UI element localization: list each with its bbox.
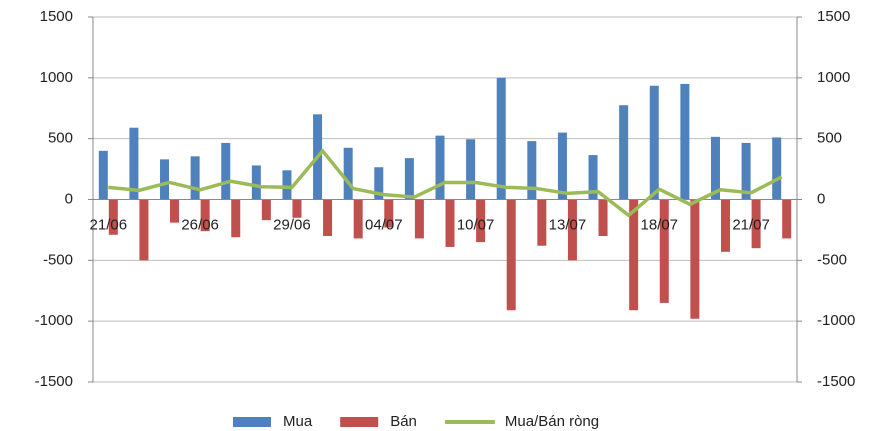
bar	[292, 199, 302, 218]
bar	[782, 199, 792, 239]
y-tick-label: -500	[43, 251, 73, 268]
y2-tick-label: 1000	[817, 69, 850, 86]
bar	[129, 127, 139, 200]
bar	[751, 199, 761, 249]
x-tick-label: 18/07	[640, 216, 678, 233]
legend-swatch	[340, 417, 379, 427]
bar	[108, 199, 118, 235]
bar	[496, 77, 506, 200]
y-tick-label: 0	[65, 190, 73, 207]
bar	[710, 136, 720, 200]
y2-tick-label: 1500	[817, 8, 850, 25]
bar	[506, 199, 516, 311]
bar	[231, 199, 241, 238]
y-tick-label: 1000	[40, 69, 73, 86]
legend-label: Mua/Bán ròng	[505, 413, 599, 430]
bar	[680, 83, 690, 200]
line	[108, 149, 783, 218]
bar	[445, 199, 455, 247]
bar	[598, 199, 608, 236]
bar	[772, 137, 782, 200]
bar	[190, 156, 200, 200]
bar	[537, 199, 547, 246]
bar	[323, 199, 333, 236]
y-tick-label: -1500	[35, 373, 73, 390]
bar	[160, 159, 170, 200]
bar	[404, 158, 414, 200]
x-tick-label: 04/07	[365, 216, 403, 233]
y2-tick-label: -1500	[817, 373, 855, 390]
legend-label: Bán	[390, 413, 417, 430]
y-tick-label: 500	[48, 130, 73, 147]
legend-label: Mua	[283, 413, 313, 430]
y-tick-label: -1000	[35, 312, 73, 329]
bar	[170, 199, 180, 223]
bar	[659, 199, 669, 303]
x-tick-label: 13/07	[549, 216, 587, 233]
bar	[557, 132, 567, 200]
y2-tick-label: -500	[817, 251, 847, 268]
bar	[353, 199, 363, 239]
bar	[476, 199, 486, 243]
bar	[282, 170, 292, 200]
bar	[221, 142, 231, 200]
y-tick-label: 1500	[40, 8, 73, 25]
bar	[588, 155, 598, 200]
bar	[527, 141, 537, 200]
bar	[435, 135, 445, 200]
y2-tick-label: -1000	[817, 312, 855, 329]
bar	[261, 199, 271, 221]
bar	[649, 85, 659, 200]
bar	[619, 105, 629, 200]
x-tick-label: 29/06	[273, 216, 311, 233]
bar	[414, 199, 424, 239]
legend-swatch	[233, 417, 271, 427]
bar	[98, 150, 108, 200]
x-tick-label: 21/07	[732, 216, 770, 233]
bar	[374, 167, 384, 200]
bar	[343, 147, 353, 200]
bar	[251, 165, 261, 200]
x-tick-label: 10/07	[457, 216, 495, 233]
y2-tick-label: 500	[817, 130, 842, 147]
bar	[690, 199, 700, 319]
bar	[629, 199, 639, 311]
bar	[139, 199, 149, 261]
bar	[200, 199, 210, 232]
x-tick-label: 26/06	[181, 216, 219, 233]
bar	[720, 199, 730, 252]
x-tick-label: 21/06	[90, 216, 128, 233]
bar	[741, 142, 751, 200]
bar	[384, 199, 394, 228]
bar	[567, 199, 577, 261]
bar	[466, 139, 476, 200]
y2-tick-label: 0	[817, 190, 825, 207]
